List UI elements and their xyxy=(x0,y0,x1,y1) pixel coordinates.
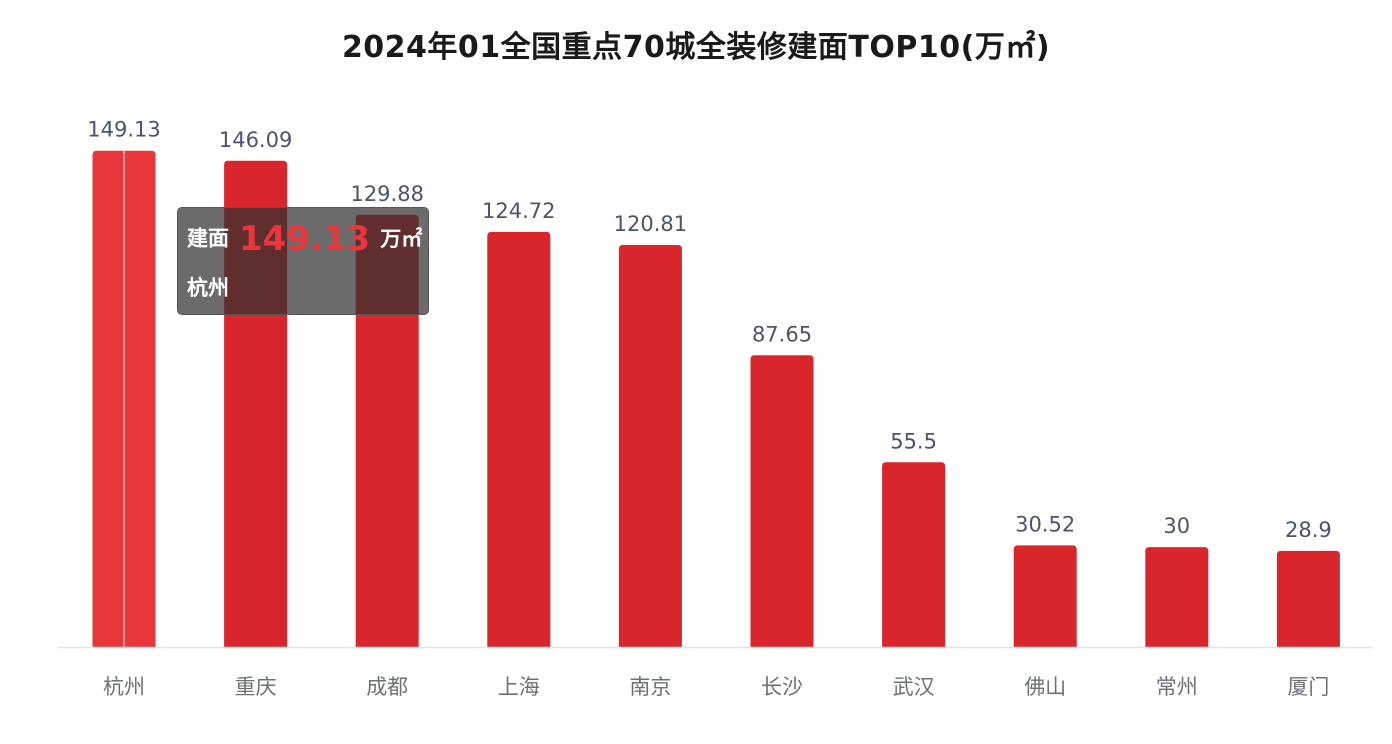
x-tick-label-5: 南京 xyxy=(629,675,671,699)
value-label-6: 87.65 xyxy=(752,322,812,346)
value-label-8: 30.52 xyxy=(1015,512,1075,536)
value-label-2: 146.09 xyxy=(219,128,292,152)
bar-7[interactable] xyxy=(882,462,946,647)
tooltip-category: 杭州 xyxy=(187,276,229,300)
x-tick-label-8: 佛山 xyxy=(1024,675,1066,699)
value-label-10: 28.9 xyxy=(1285,518,1332,542)
tooltip-unit: 万㎡ xyxy=(380,226,423,251)
tooltip-value-row: 建面 149.13 万㎡ xyxy=(187,218,423,259)
x-tick-label-10: 厦门 xyxy=(1287,675,1329,699)
chart-title: 2024年01全国重点70城全装修建面TOP10(万㎡) xyxy=(341,30,1051,65)
bar-6[interactable] xyxy=(750,355,814,647)
value-label-4: 124.72 xyxy=(482,199,555,223)
bar-5[interactable] xyxy=(618,244,682,647)
tooltip-value: 149.13 xyxy=(239,218,371,259)
x-tick-labels-layer: 杭州 重庆 成都 上海 南京 长沙 武汉 佛山 常州 厦门 xyxy=(103,675,1329,699)
value-labels-layer: 149.13 146.09 129.88 124.72 120.81 87.65 55.5 3… xyxy=(87,118,1332,542)
tooltip-series-name: 建面 xyxy=(187,226,229,251)
bar-9[interactable] xyxy=(1145,547,1209,647)
x-tick-label-6: 长沙 xyxy=(761,675,803,699)
x-tick-label-1: 杭州 xyxy=(103,675,145,699)
x-tick-label-7: 武汉 xyxy=(893,675,935,699)
value-label-1: 149.13 xyxy=(87,118,160,142)
bar-3[interactable] xyxy=(355,214,419,648)
x-tick-label-9: 常州 xyxy=(1156,675,1198,699)
x-tick-label-4: 上海 xyxy=(498,675,540,699)
bar-4[interactable] xyxy=(487,231,551,648)
x-tick-label-2: 重庆 xyxy=(235,675,277,699)
bar-10[interactable] xyxy=(1276,550,1340,647)
value-label-7: 55.5 xyxy=(890,429,937,453)
value-label-9: 30 xyxy=(1163,514,1190,538)
x-tick-label-3: 成都 xyxy=(366,675,408,699)
bar-tooltip: 建面 149.13 万㎡ 杭州 xyxy=(177,207,429,315)
bar-8[interactable] xyxy=(1013,545,1077,647)
value-label-3: 129.88 xyxy=(350,182,423,206)
value-label-5: 120.81 xyxy=(614,212,687,236)
